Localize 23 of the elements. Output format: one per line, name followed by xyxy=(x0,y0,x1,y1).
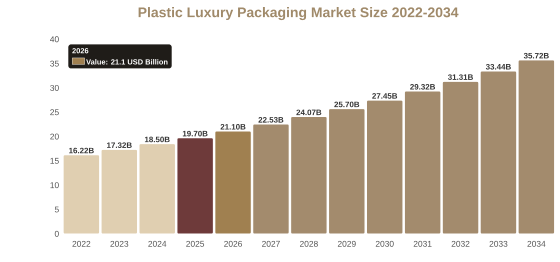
y-tick-label: 5 xyxy=(54,206,59,212)
y-tick-label: 15 xyxy=(50,158,59,164)
x-tick-label: 2031 xyxy=(414,240,432,247)
x-tick-label: 2034 xyxy=(527,240,546,247)
x-tick-label: 2028 xyxy=(300,240,318,247)
y-tick-label: 0 xyxy=(54,230,59,237)
chart-title: Plastic Luxury Packaging Market Size 2022-2034 xyxy=(138,7,458,20)
x-tick-label: 2027 xyxy=(262,240,280,247)
y-tick-label: 10 xyxy=(50,182,59,188)
x-tick-label: 2022 xyxy=(72,240,90,247)
x-tick-label: 2029 xyxy=(338,240,356,247)
x-tick-label: 2026 xyxy=(224,240,242,247)
x-tick-label: 2032 xyxy=(452,240,470,247)
x-tick-label: 2023 xyxy=(110,240,128,247)
x-tick-label: 2033 xyxy=(490,240,508,247)
y-tick-label: 35 xyxy=(50,60,59,67)
x-tick-label: 2030 xyxy=(376,240,394,247)
x-tick-label: 2024 xyxy=(148,240,166,247)
y-tick-label: 25 xyxy=(50,109,59,116)
x-tick-label: 2025 xyxy=(186,240,204,247)
y-tick-label: 30 xyxy=(50,85,59,91)
y-tick-label: 40 xyxy=(50,36,59,42)
y-tick-label: 20 xyxy=(50,134,59,140)
